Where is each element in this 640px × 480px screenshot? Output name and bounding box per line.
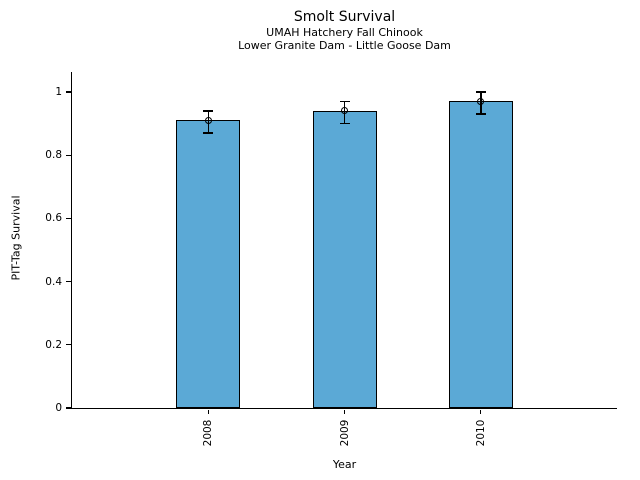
y-tick-0 — [66, 407, 71, 409]
y-tick-1 — [66, 91, 71, 93]
y-tick-label-1: 1 — [55, 86, 62, 98]
error-cap-bottom-2009 — [339, 122, 350, 125]
point-marker-2008 — [204, 116, 212, 124]
y-tick-label-0: 0 — [55, 402, 62, 414]
title-block: Smolt Survival UMAH Hatchery Fall Chinoo… — [72, 8, 617, 52]
x-axis-label: Year — [332, 458, 357, 471]
x-tick-2009 — [343, 409, 346, 414]
y-tick-label-0.8: 0.8 — [45, 149, 62, 162]
point-marker-2009 — [341, 107, 348, 115]
x-tick-2010 — [480, 409, 482, 414]
error-cap-bottom-2010 — [475, 113, 486, 115]
error-cap-bottom-2008 — [203, 132, 214, 134]
y-tick-0.6 — [66, 217, 71, 219]
x-tick-label-2009: 2009 — [338, 419, 351, 447]
point-marker-2010 — [477, 97, 485, 105]
chart-subtitle-line-1: UMAH Hatchery Fall Chinook — [266, 26, 423, 39]
y-axis-spine — [70, 72, 72, 410]
error-cap-top-2009 — [339, 100, 350, 103]
x-tick-label-2008: 2008 — [202, 419, 215, 447]
y-tick-0.4 — [66, 281, 71, 283]
chart-title: Smolt Survival — [293, 9, 396, 25]
y-tick-label-0.2: 0.2 — [45, 338, 62, 351]
bar-2010 — [448, 101, 513, 408]
error-cap-top-2010 — [475, 91, 486, 93]
y-tick-0.2 — [66, 344, 71, 346]
bar-2008 — [176, 120, 241, 408]
y-tick-label-0.4: 0.4 — [45, 275, 62, 288]
x-tick-2008 — [207, 409, 209, 414]
bar-2009 — [312, 110, 377, 408]
chart-subtitle-line-2: Lower Granite Dam - Little Goose Dam — [238, 39, 451, 52]
y-tick-0.8 — [66, 154, 71, 156]
y-axis-label: PIT-Tag Survival — [9, 195, 23, 281]
plot-area: 0 0.2 0.4 0.6 0.8 1 2008 2009 2010 — [45, 72, 617, 446]
x-tick-label-2010: 2010 — [474, 419, 487, 447]
y-tick-label-0.6: 0.6 — [45, 212, 62, 225]
x-axis-spine — [70, 408, 617, 410]
error-cap-top-2008 — [203, 110, 214, 112]
